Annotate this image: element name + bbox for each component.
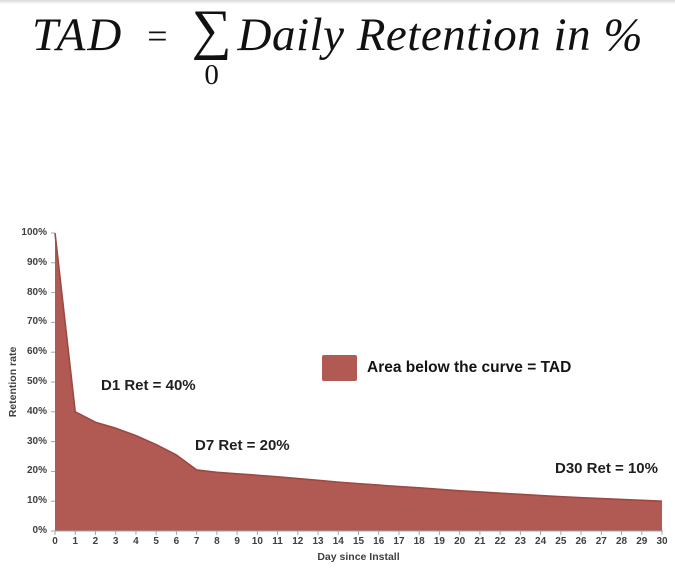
x-tick-label: 9 [234, 536, 240, 547]
x-tick-label: 14 [332, 536, 344, 547]
legend-label: Area below the curve = TAD [367, 359, 572, 376]
x-tick-label: 21 [474, 536, 486, 547]
x-tick-label: 8 [214, 536, 220, 547]
x-tick-label: 18 [413, 536, 425, 547]
x-axis-title: Day since Install [317, 551, 400, 563]
retention-area [55, 233, 662, 531]
formula-equals-sign: = [147, 16, 168, 56]
legend: Area below the curve = TAD [322, 355, 571, 381]
y-tick-label: 80% [26, 286, 47, 298]
x-tick-label: 27 [595, 536, 607, 547]
y-tick-label: 60% [26, 346, 47, 358]
y-tick-label: 20% [26, 465, 47, 477]
x-tick-label: 16 [373, 536, 385, 547]
x-tick-label: 2 [92, 536, 99, 547]
x-tick-label: 30 [656, 536, 668, 547]
formula-lhs: TAD [31, 9, 124, 61]
x-tick-label: 29 [636, 536, 648, 547]
x-tick-label: 12 [292, 536, 304, 547]
y-tick-label: 70% [26, 316, 47, 328]
x-tick-label: 23 [514, 536, 526, 547]
x-tick-label: 19 [433, 536, 445, 547]
retention-curve-edge [54, 232, 663, 502]
y-tick-label: 30% [26, 435, 47, 447]
annotation-d1-retention: D1 Ret = 40% [101, 377, 196, 394]
y-tick-label: 50% [26, 376, 47, 387]
sigma-icon: ∑ [191, 0, 232, 61]
x-tick-label: 22 [494, 536, 506, 547]
x-tick-label: 0 [52, 536, 58, 547]
y-tick-label: 40% [26, 405, 47, 417]
tad-formula: TAD = ∑ 0 Daily Retention in % [0, 0, 675, 91]
x-tick-label: 24 [535, 536, 547, 547]
legend-swatch-icon [322, 355, 357, 381]
x-tick-label: 10 [251, 536, 263, 547]
y-tick-label: 90% [26, 256, 47, 268]
top-edge-shadow [0, 0, 675, 4]
x-tick-label: 11 [272, 536, 283, 547]
x-tick-label: 13 [312, 536, 324, 547]
annotation-d7-retention: D7 Ret = 20% [195, 437, 290, 454]
y-tick-label: 100% [21, 227, 47, 238]
x-tick-label: 28 [615, 536, 628, 547]
x-tick-label: 15 [352, 536, 365, 547]
x-tick-label: 5 [153, 536, 159, 547]
x-tick-label: 6 [173, 536, 180, 547]
x-tick-label: 3 [112, 536, 119, 547]
formula-rhs: Daily Retention in % [237, 9, 644, 61]
y-axis-title: Retention rate [7, 346, 19, 418]
x-tick-label: 7 [193, 536, 200, 547]
x-tick-label: 26 [575, 536, 587, 547]
x-tick-label: 20 [454, 536, 466, 547]
x-tick-label: 17 [393, 536, 405, 547]
x-tick-label: 1 [72, 536, 78, 547]
y-tick-label: 10% [26, 495, 47, 507]
x-tick-label: 25 [555, 536, 567, 547]
formula-summation: ∑ 0 [191, 0, 232, 91]
annotation-d30-retention: D30 Ret = 10% [555, 460, 658, 477]
summation-lower-bound: 0 [204, 58, 219, 91]
y-tick-label: 0% [32, 525, 47, 536]
x-tick-label: 4 [133, 536, 139, 547]
